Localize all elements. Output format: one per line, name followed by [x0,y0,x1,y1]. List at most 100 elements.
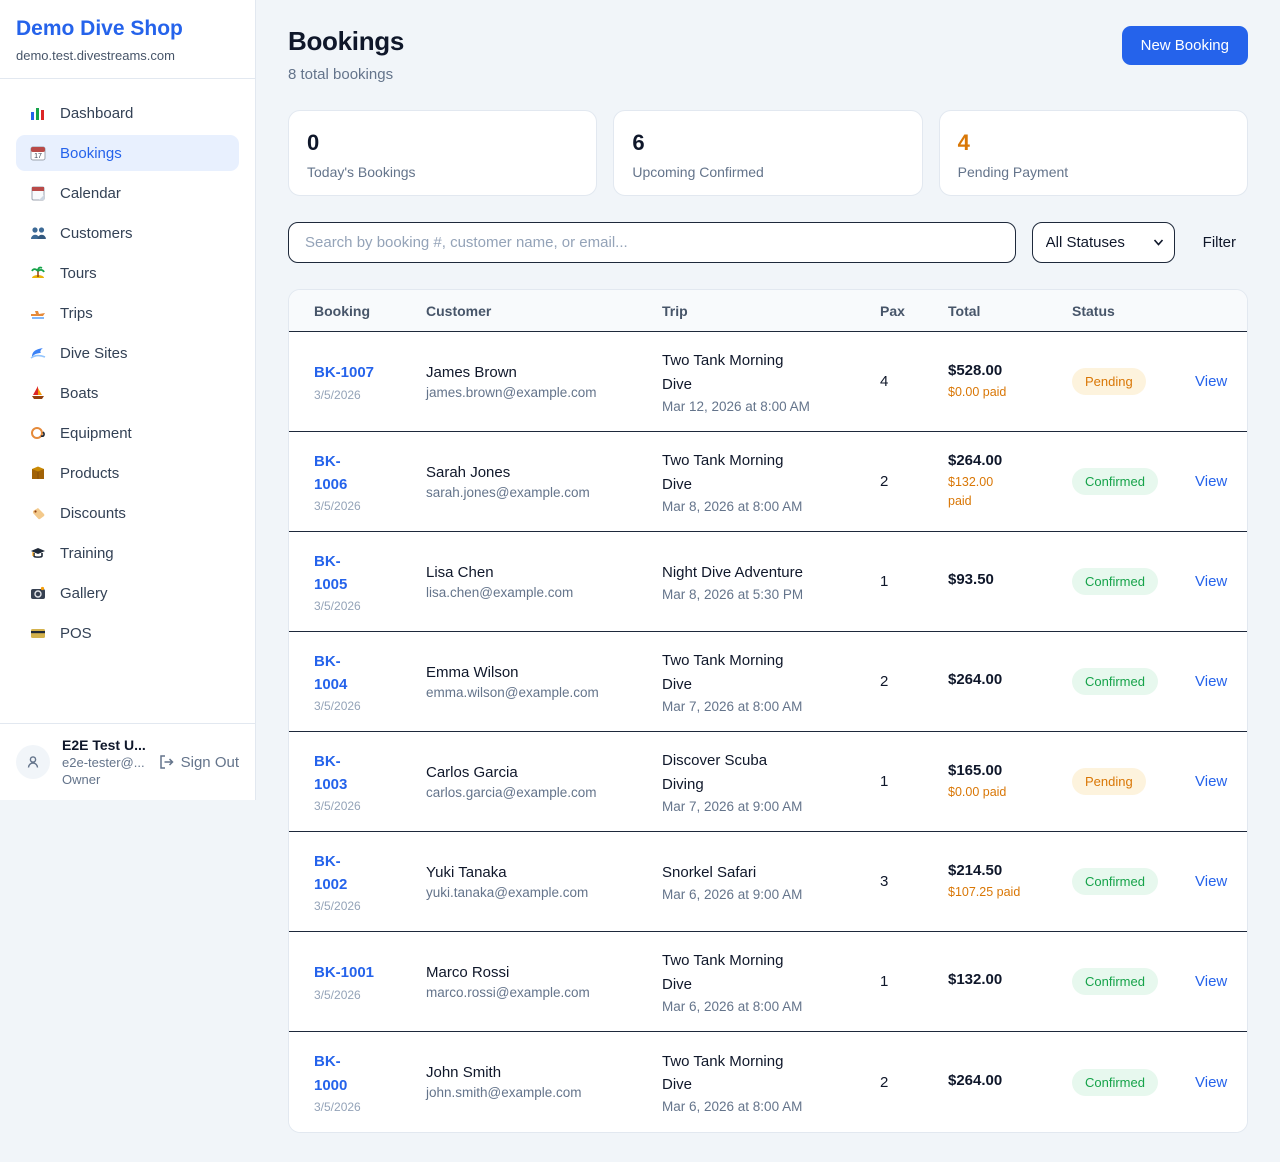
booking-id-link[interactable]: BK- 1002 [314,852,348,893]
graduation-cap-icon [29,544,47,562]
brand-domain: demo.test.divestreams.com [16,48,175,63]
trip-date: Mar 6, 2026 at 8:00 AM [662,1099,803,1115]
sidebar-item-gallery[interactable]: Gallery [16,575,239,611]
user-section: E2E Test U... e2e-tester@... Owner Sign … [0,723,255,800]
view-link[interactable]: View [1195,873,1228,890]
filter-button[interactable]: Filter [1202,234,1236,251]
col-pax: Pax [880,302,905,319]
booking-date: 3/5/2026 [314,599,361,614]
view-link[interactable]: View [1195,373,1228,390]
status-filter-select[interactable]: All Statuses [1031,222,1175,263]
sidebar-item-trips[interactable]: Trips [16,295,239,331]
customer-name: Marco Rossi [426,963,510,981]
trip-date: Mar 8, 2026 at 8:00 AM [662,498,803,514]
person-icon [27,756,39,768]
sidebar-item-label: Tours [60,264,97,282]
paid-amount: $132.00 paid [948,475,994,508]
view-link[interactable]: View [1195,673,1228,690]
sidebar-item-label: Dive Sites [60,344,128,362]
trip-name: Two Tank Morning Dive [662,452,784,493]
sidebar-item-calendar[interactable]: Calendar [16,175,239,211]
filter-row: All Statuses Filter [288,222,1248,263]
sidebar-item-equipment[interactable]: Equipment [16,415,239,451]
col-status: Status [1072,302,1115,319]
table-row: BK-1007 3/5/2026 James Brown james.brown@e… [289,332,1247,432]
calendar-icon: 17 [29,144,47,162]
sidebar-item-bookings[interactable]: 17 Bookings [16,135,239,171]
view-link[interactable]: View [1195,773,1228,790]
booking-id-link[interactable]: BK-1007 [314,364,375,382]
paid-amount: $0.00 paid [948,384,1007,399]
pax-count: 3 [880,873,889,890]
sidebar-item-label: Equipment [60,424,132,442]
trip-date: Mar 8, 2026 at 5:30 PM [662,587,804,603]
page-title: Bookings [288,26,405,56]
customer-email: emma.wilson@example.com [426,684,599,700]
sidebar-item-tours[interactable]: Tours [16,255,239,291]
view-link[interactable]: View [1195,973,1228,990]
total-amount: $93.50 [948,571,994,588]
new-booking-button[interactable]: New Booking [1121,26,1248,65]
view-link[interactable]: View [1195,473,1228,490]
search-input[interactable] [288,222,1016,263]
sign-out-label: Sign Out [180,753,239,771]
customer-name: Sarah Jones [426,463,511,481]
sidebar-item-customers[interactable]: Customers [16,215,239,251]
status-badge: Confirmed [1072,968,1158,995]
paid-amount: $107.25 paid [948,884,1021,899]
status-badge: Confirmed [1072,568,1158,595]
trip-name: Two Tank Morning Dive [662,952,784,993]
user-role: Owner [62,772,101,787]
trip-name: Two Tank Morning Dive [662,1052,784,1093]
sidebar-item-label: Customers [60,224,133,242]
main-content: Bookings 8 total bookings New Booking 0 … [256,0,1280,1162]
booking-id-link[interactable]: BK- 1003 [314,752,348,793]
sign-out-button[interactable]: Sign Out [158,754,239,771]
booking-id-link[interactable]: BK- 1005 [314,552,348,593]
booking-id-link[interactable]: BK-1001 [314,964,375,982]
stat-value: 4 [957,130,970,155]
customer-name: Lisa Chen [426,563,494,581]
trip-date: Mar 6, 2026 at 8:00 AM [662,998,803,1014]
wave-icon [29,344,47,362]
sidebar-item-label: Boats [60,384,99,402]
total-amount: $264.00 [948,452,1003,470]
booking-date: 3/5/2026 [314,799,361,814]
brand-block: Demo Dive Shop demo.test.divestreams.com [0,0,255,79]
trip-name: Two Tank Morning Dive [662,652,784,693]
user-email: e2e-tester@... [62,755,145,770]
sidebar-item-dashboard[interactable]: Dashboard [16,95,239,131]
status-badge: Confirmed [1072,668,1158,695]
total-amount: $132.00 [948,971,1003,988]
tag-icon [29,504,47,522]
sidebar-item-products[interactable]: Products [16,455,239,491]
pax-count: 2 [880,673,889,690]
booking-id-link[interactable]: BK- 1006 [314,452,348,493]
trip-date: Mar 6, 2026 at 9:00 AM [662,887,803,903]
booking-id-link[interactable]: BK- 1004 [314,652,348,693]
customer-email: yuki.tanaka@example.com [426,884,589,900]
sidebar-item-boats[interactable]: Boats [16,375,239,411]
pax-count: 1 [880,973,889,990]
pax-count: 1 [880,773,889,790]
total-amount: $264.00 [948,671,1003,688]
island-icon [29,264,47,282]
customer-email: john.smith@example.com [426,1085,582,1100]
status-badge: Pending [1072,768,1146,795]
view-link[interactable]: View [1195,1073,1228,1091]
total-amount: $264.00 [948,1071,1003,1089]
sidebar-item-label: Discounts [60,504,126,522]
booking-id-link[interactable]: BK- 1000 [314,1053,348,1094]
status-filter-wrap: All Statuses [1031,222,1175,263]
view-link[interactable]: View [1195,573,1228,590]
col-customer: Customer [426,302,492,319]
sidebar-item-dive-sites[interactable]: Dive Sites [16,335,239,371]
customer-email: marco.rossi@example.com [426,984,590,1000]
table-row: BK- 1003 3/5/2026 Carlos Garcia carlos.gar… [289,732,1247,832]
sidebar-item-training[interactable]: Training [16,535,239,571]
trip-date: Mar 12, 2026 at 8:00 AM [662,398,810,414]
booking-date: 3/5/2026 [314,1099,361,1114]
sidebar-item-discounts[interactable]: Discounts [16,495,239,531]
trip-name: Night Dive Adventure [662,563,803,581]
sidebar-item-pos[interactable]: POS [16,615,239,651]
